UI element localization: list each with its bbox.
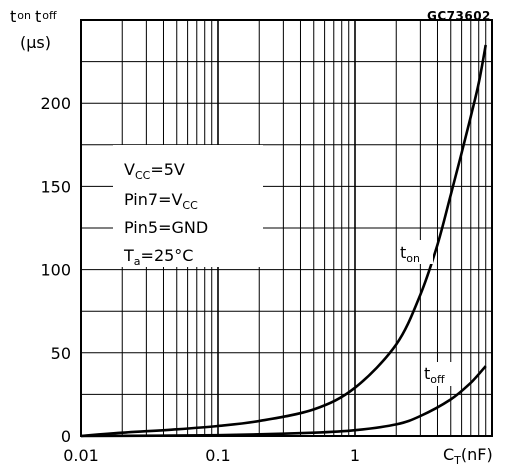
- plot-frame: [80, 19, 493, 437]
- svg-text:toff: toff: [424, 364, 445, 386]
- y-axis-ticks: 0 50 100 150 200: [40, 94, 71, 446]
- x-tick-label: 0.01: [63, 446, 99, 465]
- condition-pin5: Pin5=GND: [124, 218, 208, 237]
- conditions-box: VCC=5V Pin7=VCC Pin5=GND Ta=25°C: [113, 145, 263, 268]
- y-tick-label: 50: [51, 344, 71, 363]
- y-axis-label: ton toff: [10, 7, 57, 26]
- condition-ta: Ta=25°C: [123, 246, 193, 268]
- x-tick-label: 1: [350, 446, 360, 465]
- y-tick-label: 100: [40, 261, 71, 280]
- series-label-ton: ton: [397, 240, 433, 265]
- y-tick-label: 200: [40, 94, 71, 113]
- y-tick-label: 0: [61, 427, 71, 446]
- condition-vcc: VCC=5V: [124, 160, 185, 182]
- x-axis-ticks: 0.01 0.1 1: [63, 446, 360, 465]
- svg-text:ton: ton: [400, 243, 420, 265]
- series-line-toff: [80, 365, 487, 438]
- curves: [80, 44, 487, 438]
- y-tick-label: 150: [40, 177, 71, 196]
- figure-code: GC73602: [427, 9, 491, 23]
- series-label-toff: toff: [421, 362, 459, 386]
- condition-pin7: Pin7=VCC: [124, 190, 198, 212]
- x-axis-label: CT(nF): [443, 445, 493, 467]
- series-line-ton: [80, 44, 487, 438]
- x-tick-label: 0.1: [205, 446, 230, 465]
- y-axis-unit: (μs): [20, 33, 51, 52]
